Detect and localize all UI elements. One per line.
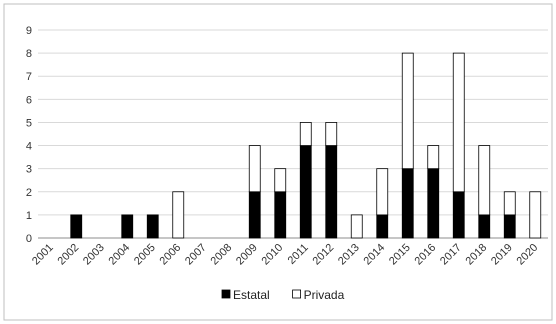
y-tick-label: 9 <box>26 25 32 37</box>
bar-estatal-2017 <box>452 191 465 239</box>
bar-estatal-2014 <box>376 214 389 239</box>
y-tick-label: 7 <box>26 71 32 83</box>
bar-privada-2020 <box>529 191 542 239</box>
bar-estatal-2009 <box>248 191 261 239</box>
bar-privada-2009 <box>248 145 261 193</box>
bar-privada-2010 <box>274 168 287 193</box>
bar-estatal-2018 <box>478 214 491 239</box>
bar-estatal-2005 <box>146 214 159 239</box>
y-tick-label: 6 <box>26 94 32 106</box>
chart-frame <box>3 3 553 321</box>
legend-swatch <box>221 289 231 299</box>
y-tick-label: 5 <box>26 117 32 129</box>
bar-estatal-2011 <box>299 145 312 239</box>
bar-estatal-2004 <box>121 214 134 239</box>
y-tick-label: 8 <box>26 48 32 60</box>
bar-privada-2013 <box>350 214 363 239</box>
legend-item-estatal: Estatal <box>221 288 270 302</box>
bar-estatal-2012 <box>325 145 338 239</box>
bar-privada-2006 <box>172 191 185 239</box>
bar-estatal-2016 <box>427 168 440 239</box>
y-tick-label: 4 <box>26 141 32 153</box>
bar-estatal-2019 <box>503 214 516 239</box>
legend: Estatal Privada <box>221 288 345 302</box>
legend-swatch <box>292 289 302 299</box>
bars <box>70 52 542 239</box>
y-tick-label: 1 <box>26 210 32 222</box>
y-tick-label: 2 <box>26 187 32 199</box>
bar-privada-2015 <box>401 52 414 170</box>
bar-privada-2011 <box>299 122 312 146</box>
bar-estatal-2002 <box>70 214 83 239</box>
y-tick-label: 3 <box>26 164 32 176</box>
bar-privada-2018 <box>478 145 491 216</box>
legend-item-privada: Privada <box>292 288 345 302</box>
bar-privada-2019 <box>503 191 516 216</box>
y-tick-label: 0 <box>26 233 32 245</box>
bar-estatal-2010 <box>274 191 287 239</box>
legend-label: Estatal <box>233 288 270 302</box>
bar-privada-2016 <box>427 145 440 170</box>
bar-privada-2017 <box>452 52 465 193</box>
bar-privada-2014 <box>376 168 389 216</box>
bar-estatal-2015 <box>401 168 414 239</box>
bar-privada-2012 <box>325 122 338 146</box>
y-axis-tick-labels: 0 1 2 3 4 5 6 7 8 9 <box>26 25 32 245</box>
legend-label: Privada <box>304 288 345 302</box>
